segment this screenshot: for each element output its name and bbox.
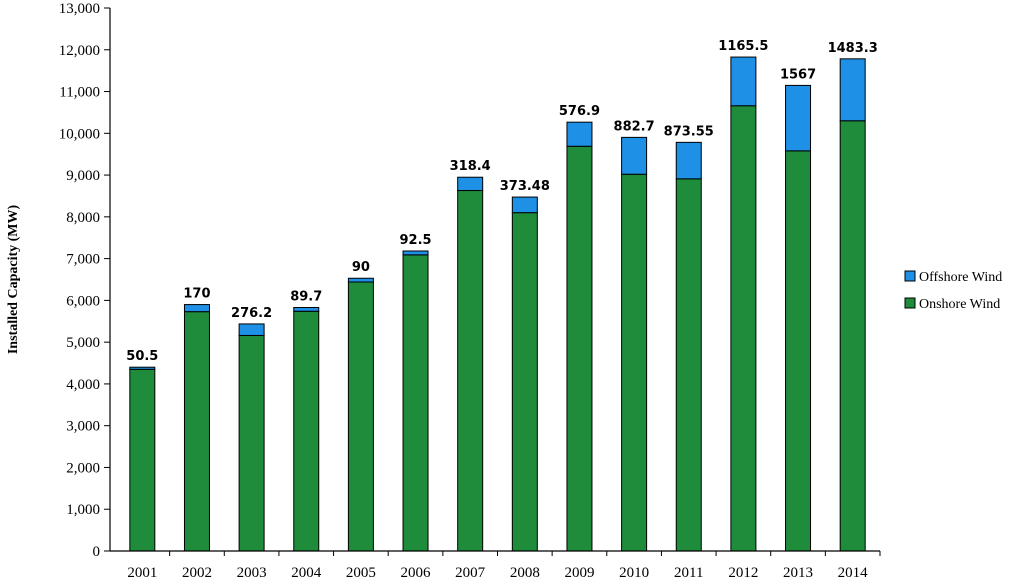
data-label: 373.48: [500, 179, 550, 194]
data-labels: 50.5 170 276.2 89.7 90 92.5 318.4 373.48 576.9 88…: [126, 39, 877, 364]
bar-offshore: [183, 304, 210, 313]
x-axis: 2001 2002 2003 2004 2005 2006 2007 2008 2009 2010…: [110, 550, 881, 581]
x-tick-label: 2009: [564, 565, 594, 581]
bar-onshore: [293, 310, 320, 552]
data-label: 276.2: [231, 306, 272, 321]
bar-onshore: [785, 150, 812, 552]
bar-offshore: [675, 141, 702, 180]
bar-onshore: [129, 368, 156, 552]
legend-label-onshore: Onshore Wind: [919, 297, 1000, 312]
y-tick-label: 11,000: [59, 85, 100, 101]
bar-offshore: [511, 196, 538, 214]
bar-onshore: [675, 178, 702, 552]
bar-onshore: [347, 281, 374, 552]
bar-onshore: [566, 145, 593, 552]
bar-offshore: [730, 56, 757, 107]
x-tick-label: 2003: [237, 565, 267, 581]
x-tick-label: 2008: [510, 565, 540, 581]
x-tick-label: 2004: [291, 565, 322, 581]
x-tick-label: 2006: [401, 565, 432, 581]
x-tick-label: 2011: [674, 565, 703, 581]
bar-onshore: [511, 212, 538, 552]
y-axis: 0 1,000 2,000 3,000 4,000 5,000 6,000 7,000 8,00…: [59, 1, 111, 560]
bar-onshore: [457, 190, 484, 552]
x-tick-label: 2012: [728, 565, 758, 581]
bar-offshore: [238, 323, 265, 336]
data-label: 318.4: [450, 159, 491, 174]
data-label: 1165.5: [718, 39, 768, 54]
bar-offshore: [129, 366, 156, 370]
bar-onshore: [183, 311, 210, 552]
y-tick-label: 5,000: [66, 335, 100, 351]
x-tick-label: 2001: [127, 565, 157, 581]
x-tick-label: 2013: [783, 565, 813, 581]
y-axis-title: Installed Capacity (MW): [6, 205, 21, 355]
y-tick-label: 6,000: [66, 293, 100, 309]
x-tick-label: 2005: [346, 565, 376, 581]
y-tick-label: 13,000: [59, 1, 100, 17]
bar-onshore: [238, 334, 265, 552]
legend-swatch-offshore: [904, 270, 916, 282]
bar-offshore: [457, 176, 484, 192]
y-tick-label: 0: [93, 544, 101, 560]
data-label: 1567: [780, 67, 816, 82]
data-label: 873.55: [664, 124, 714, 139]
legend-label-offshore: Offshore Wind: [919, 270, 1002, 285]
y-tick-label: 9,000: [66, 168, 100, 184]
data-label: 1483.3: [828, 41, 878, 56]
bar-offshore: [347, 277, 374, 283]
bar-offshore: [402, 250, 429, 256]
bars: [129, 56, 866, 552]
y-tick-label: 3,000: [66, 419, 100, 435]
data-label: 576.9: [559, 104, 600, 119]
x-tick-label: 2014: [838, 565, 869, 581]
bar-offshore: [785, 84, 812, 152]
y-tick-label: 2,000: [66, 460, 100, 476]
y-tick-label: 12,000: [59, 43, 100, 59]
x-tick-label: 2007: [455, 565, 486, 581]
y-tick-label: 10,000: [59, 126, 100, 142]
bar-offshore: [839, 58, 866, 122]
data-label: 89.7: [290, 289, 322, 304]
bar-onshore: [730, 105, 757, 552]
bar-offshore: [293, 306, 320, 312]
data-label: 50.5: [126, 349, 158, 364]
y-tick-label: 7,000: [66, 252, 100, 268]
bar-onshore: [402, 254, 429, 552]
legend-swatch-onshore: [904, 297, 916, 309]
x-tick-label: 2010: [619, 565, 649, 581]
bar-offshore: [566, 121, 593, 147]
bar-onshore: [621, 173, 648, 552]
bar-offshore: [621, 136, 648, 175]
legend: Offshore Wind Onshore Wind: [904, 270, 1002, 312]
data-label: 882.7: [614, 119, 655, 134]
y-tick-label: 1,000: [66, 502, 100, 518]
bar-onshore: [839, 120, 866, 552]
y-tick-label: 4,000: [66, 377, 100, 393]
x-tick-label: 2002: [182, 565, 212, 581]
data-label: 92.5: [399, 233, 431, 248]
data-label: 170: [183, 287, 210, 302]
y-tick-label: 8,000: [66, 210, 100, 226]
data-label: 90: [352, 260, 370, 275]
